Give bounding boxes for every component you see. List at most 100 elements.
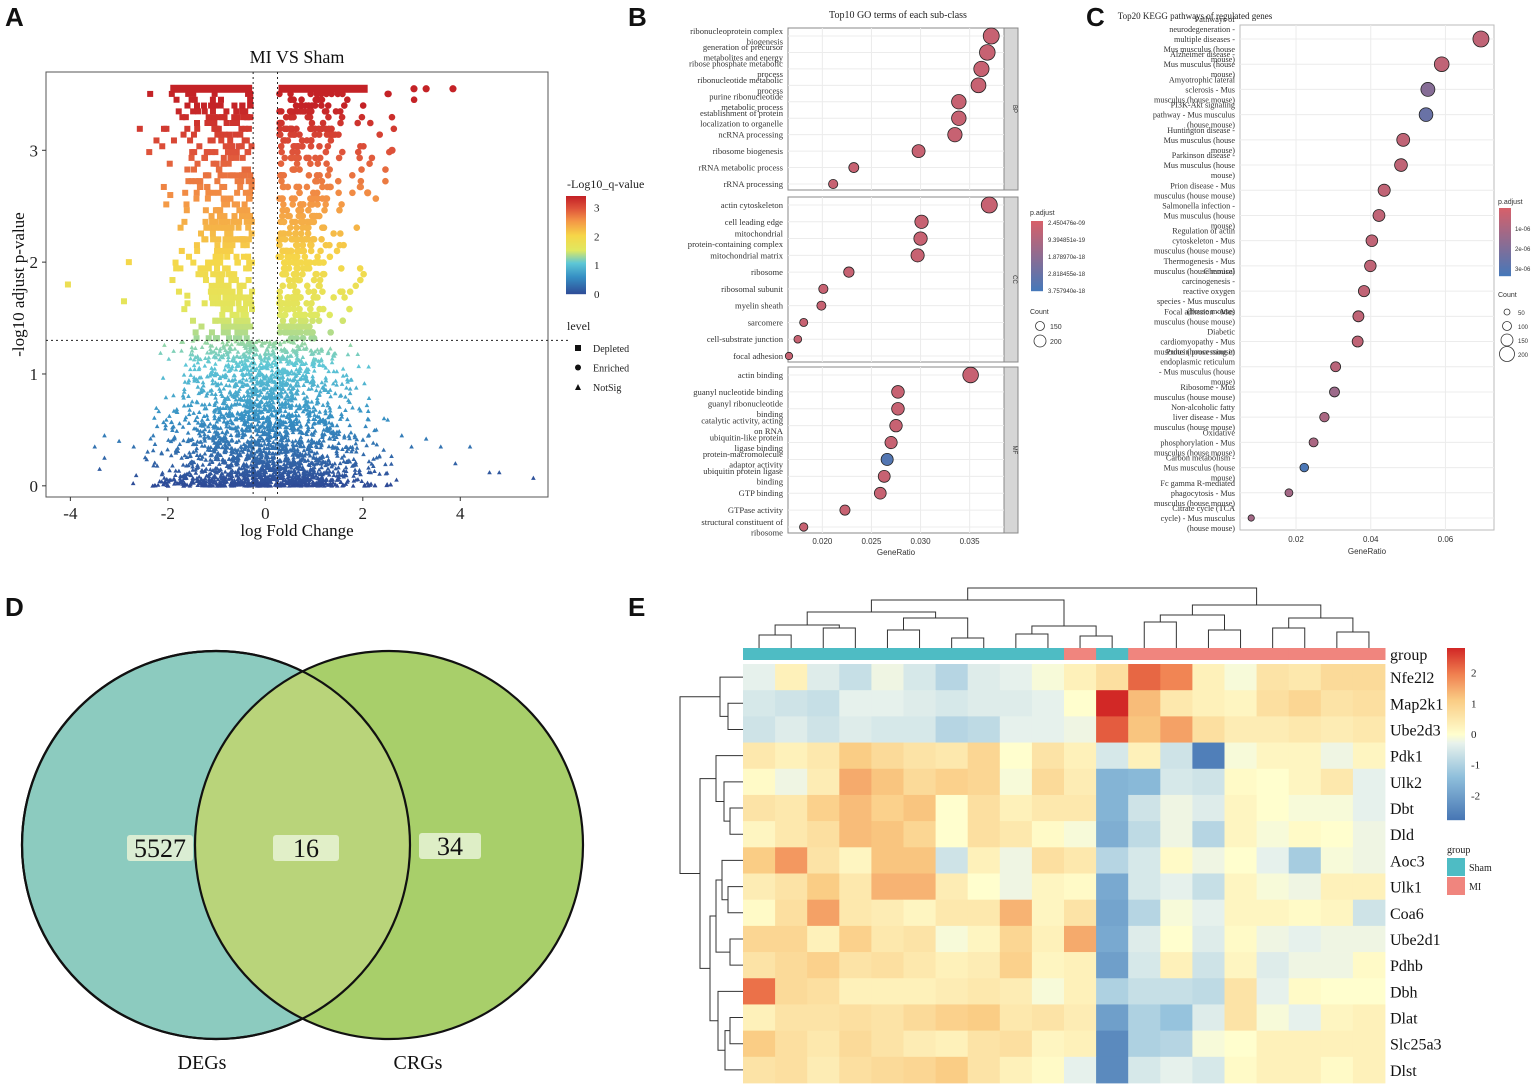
heatmap-cell (1096, 978, 1129, 1005)
notsig-point (183, 362, 189, 367)
heatmap-cell (1192, 821, 1225, 848)
notsig-point (164, 482, 170, 487)
notsig-point (326, 457, 331, 462)
heatmap-cell (1128, 821, 1161, 848)
heatmap-cell (1160, 716, 1193, 743)
notsig-point (186, 420, 192, 425)
heatmap-row-label: Nfe2l2 (1390, 670, 1434, 687)
notsig-point (352, 435, 358, 440)
heatmap-cell (1128, 952, 1161, 979)
heatmap-cell (1031, 664, 1065, 691)
notsig-point (335, 453, 340, 458)
heatmap-cell (871, 952, 904, 979)
notsig-point (264, 373, 269, 378)
heatmap-cell (1320, 847, 1354, 874)
notsig-point (198, 478, 203, 484)
notsig-point (345, 379, 350, 384)
heatmap-cell (935, 1056, 969, 1084)
notsig-point (170, 425, 175, 430)
notsig-point (195, 400, 200, 405)
heatmap-cell (903, 978, 936, 1005)
volcano-title: MI VS Sham (250, 47, 345, 67)
notsig-point (217, 461, 222, 466)
column-dendrogram (758, 587, 1370, 648)
heatmap-colorbar-tick-label: 1 (1471, 698, 1477, 710)
heatmap-cell (871, 978, 904, 1005)
heatmap-cell (1224, 821, 1257, 848)
notsig-point (389, 453, 394, 459)
notsig-point (333, 378, 338, 383)
notsig-point (347, 422, 353, 428)
heatmap-cell (967, 768, 1001, 796)
notsig-point (331, 353, 337, 358)
notsig-point (314, 444, 320, 450)
notsig-point (366, 364, 371, 369)
heatmap-colorbar-segment (1447, 819, 1465, 821)
notsig-point (295, 449, 301, 454)
notsig-point (292, 450, 298, 455)
heatmap-cell (1128, 873, 1161, 901)
notsig-point (194, 478, 200, 483)
notsig-point (220, 405, 226, 411)
heatmap-cell (1288, 716, 1322, 743)
heatmap-cell (903, 742, 936, 770)
heatmap-cell (1160, 821, 1193, 848)
notsig-point (343, 473, 349, 478)
notsig-point (216, 417, 222, 422)
notsig-point (337, 460, 343, 466)
heatmap-cell (999, 1004, 1033, 1032)
notsig-point (194, 414, 200, 419)
notsig-point (199, 386, 204, 391)
group-legend-title: group (1447, 845, 1470, 856)
notsig-point (343, 407, 348, 413)
notsig-point (261, 472, 266, 478)
heatmap-cell (999, 690, 1033, 717)
heatmap-cell (839, 1030, 872, 1058)
notsig-point (204, 393, 209, 398)
notsig-point (394, 477, 399, 482)
notsig-point (202, 363, 208, 368)
heatmap-cell (839, 925, 872, 953)
volcano-points (64, 84, 536, 488)
notsig-point (310, 424, 315, 429)
notsig-point (160, 375, 166, 380)
heatmap-cell (967, 952, 1001, 979)
heatmap-cell (1031, 690, 1065, 717)
notsig-point (226, 442, 232, 447)
notsig-point (258, 454, 264, 460)
notsig-point (239, 358, 245, 363)
notsig-point (312, 465, 317, 470)
notsig-point (201, 383, 206, 388)
heatmap-cell (1064, 768, 1097, 796)
notsig-point (232, 346, 238, 351)
heatmap-cell (903, 925, 936, 953)
notsig-point (365, 408, 371, 413)
heatmap-cell (839, 1004, 872, 1032)
notsig-point (232, 358, 237, 363)
notsig-point (270, 348, 276, 353)
notsig-point (161, 419, 166, 425)
notsig-point (176, 468, 182, 473)
heatmap-cell (743, 847, 776, 874)
notsig-point (162, 342, 167, 347)
heatmap-cell (967, 716, 1001, 743)
notsig-point (191, 362, 197, 368)
heatmap-cell (839, 794, 872, 822)
notsig-point (350, 405, 355, 410)
heatmap-cell (1192, 690, 1225, 717)
notsig-point (201, 413, 207, 418)
dendrogram-branch (727, 886, 743, 914)
notsig-point (218, 467, 224, 472)
notsig-point (222, 469, 228, 474)
notsig-point (336, 431, 342, 437)
heatmap-cell (839, 768, 872, 796)
notsig-point (272, 394, 278, 399)
notsig-point (287, 418, 293, 424)
heatmap-cell (807, 1056, 840, 1084)
heatmap-cell (1224, 768, 1257, 796)
notsig-point (301, 448, 307, 453)
group-annotation-cell (807, 648, 840, 660)
notsig-point (213, 444, 218, 449)
notsig-point (286, 386, 292, 391)
notsig-point (290, 441, 296, 447)
